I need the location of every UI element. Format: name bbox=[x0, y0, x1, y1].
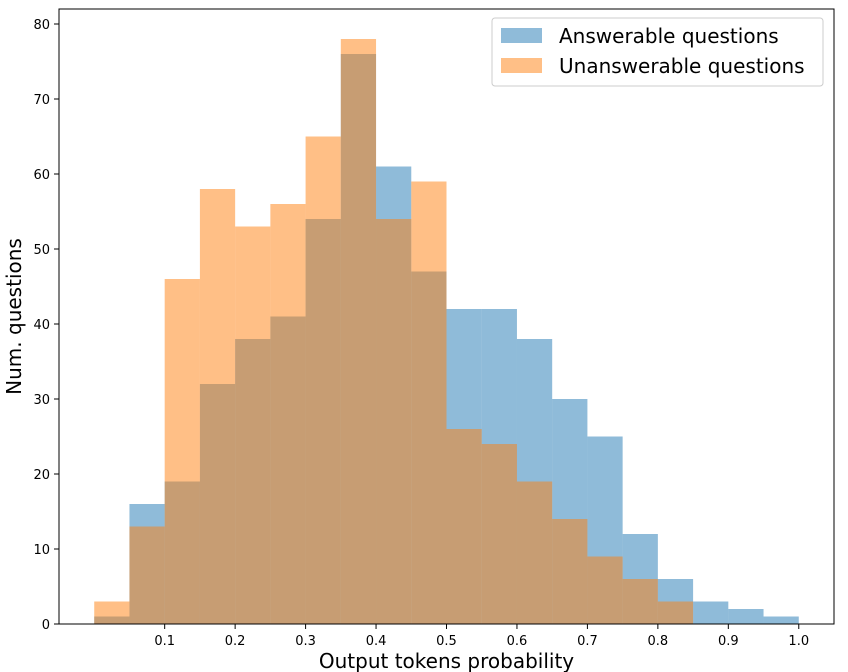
y-tick-label: 40 bbox=[33, 318, 50, 333]
x-tick-label: 0.3 bbox=[295, 634, 316, 649]
x-tick-label: 1.0 bbox=[788, 634, 809, 649]
legend-label-unanswerable: Unanswerable questions bbox=[559, 54, 805, 78]
bar-unanswerable bbox=[411, 181, 447, 624]
y-tick-label: 50 bbox=[33, 243, 50, 258]
x-tick-label: 0.2 bbox=[225, 634, 246, 649]
legend-swatch-unanswerable bbox=[501, 58, 542, 73]
x-tick-label: 0.1 bbox=[154, 634, 175, 649]
bar-answerable bbox=[728, 609, 764, 624]
bar-unanswerable bbox=[552, 519, 588, 624]
bar-answerable bbox=[693, 601, 729, 624]
bar-unanswerable bbox=[340, 39, 377, 624]
bars-layer bbox=[94, 39, 799, 624]
bar-unanswerable bbox=[376, 219, 412, 624]
bar-unanswerable bbox=[587, 556, 623, 624]
bar-unanswerable bbox=[270, 204, 306, 624]
y-tick-label: 80 bbox=[33, 18, 50, 33]
bar-unanswerable bbox=[235, 226, 271, 624]
bar-unanswerable bbox=[129, 526, 165, 624]
x-tick-label: 0.8 bbox=[648, 634, 669, 649]
x-tick-label: 0.6 bbox=[507, 634, 528, 649]
legend-swatch-answerable bbox=[501, 28, 542, 43]
bar-unanswerable bbox=[657, 601, 694, 624]
y-tick-label: 60 bbox=[33, 168, 50, 183]
legend-label-answerable: Answerable questions bbox=[559, 24, 779, 48]
bar-unanswerable bbox=[305, 136, 341, 624]
bar-answerable bbox=[763, 616, 799, 624]
x-tick-label: 0.4 bbox=[366, 634, 387, 649]
x-tick-label: 0.7 bbox=[577, 634, 598, 649]
y-tick-label: 70 bbox=[33, 93, 50, 108]
x-axis-label: Output tokens probability bbox=[319, 649, 574, 672]
bar-unanswerable bbox=[622, 579, 658, 624]
x-axis: 0.1 0.2 0.3 0.4 0.5 0.6 0.7 0.8 0.9 1.0 bbox=[154, 624, 809, 649]
bar-unanswerable bbox=[164, 279, 200, 624]
y-tick-label: 20 bbox=[33, 468, 50, 483]
bar-unanswerable bbox=[481, 444, 517, 624]
y-tick-label: 10 bbox=[33, 543, 50, 558]
bar-unanswerable bbox=[446, 429, 482, 624]
x-tick-label: 0.5 bbox=[436, 634, 457, 649]
legend-frame bbox=[491, 17, 824, 87]
bar-unanswerable bbox=[199, 189, 236, 624]
x-tick-label: 0.9 bbox=[718, 634, 739, 649]
y-tick-label: 0 bbox=[42, 618, 50, 633]
bar-unanswerable bbox=[94, 601, 130, 624]
bar-unanswerable bbox=[516, 481, 553, 624]
y-tick-label: 30 bbox=[33, 393, 50, 408]
legend: Answerable questions Unanswerable questi… bbox=[491, 17, 824, 87]
y-axis-label: Num. questions bbox=[2, 238, 26, 395]
y-axis: 0 10 20 30 40 50 60 70 80 bbox=[33, 18, 59, 633]
